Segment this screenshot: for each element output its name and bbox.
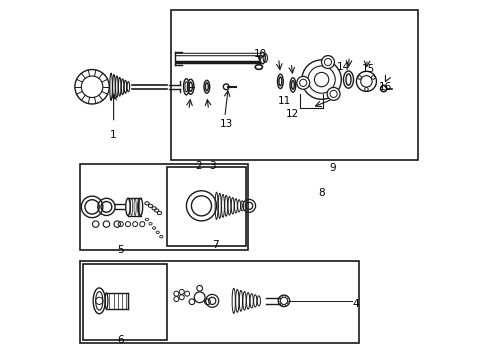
Circle shape: [326, 87, 339, 100]
Circle shape: [204, 299, 210, 305]
Circle shape: [81, 76, 102, 98]
Text: 1: 1: [110, 130, 117, 140]
Text: 13: 13: [220, 120, 233, 129]
Text: 10: 10: [254, 49, 266, 59]
Bar: [83, 264, 167, 339]
Text: 8: 8: [318, 188, 324, 198]
Text: 16: 16: [378, 82, 391, 92]
Bar: [80, 164, 247, 250]
Circle shape: [321, 55, 334, 68]
Circle shape: [301, 60, 341, 99]
Circle shape: [371, 76, 374, 79]
Circle shape: [196, 285, 202, 291]
Circle shape: [307, 66, 335, 93]
Ellipse shape: [93, 288, 105, 314]
Text: 3: 3: [208, 161, 215, 171]
Text: 14: 14: [336, 62, 349, 72]
Text: 12: 12: [285, 109, 299, 119]
Circle shape: [364, 87, 367, 91]
Text: 9: 9: [328, 163, 335, 173]
Circle shape: [357, 76, 361, 79]
Text: 11: 11: [277, 96, 290, 106]
Text: 7: 7: [212, 240, 219, 250]
Bar: [171, 10, 418, 160]
Circle shape: [189, 299, 194, 305]
Circle shape: [296, 76, 309, 89]
Bar: [167, 167, 246, 246]
Text: 5: 5: [117, 245, 124, 255]
Text: 15: 15: [361, 64, 374, 74]
Circle shape: [75, 69, 109, 104]
Circle shape: [380, 85, 386, 92]
Circle shape: [278, 295, 289, 307]
Text: 2: 2: [195, 161, 202, 171]
Bar: [80, 261, 359, 343]
Text: 4: 4: [352, 299, 358, 309]
Circle shape: [356, 71, 376, 91]
Text: 6: 6: [117, 335, 124, 345]
